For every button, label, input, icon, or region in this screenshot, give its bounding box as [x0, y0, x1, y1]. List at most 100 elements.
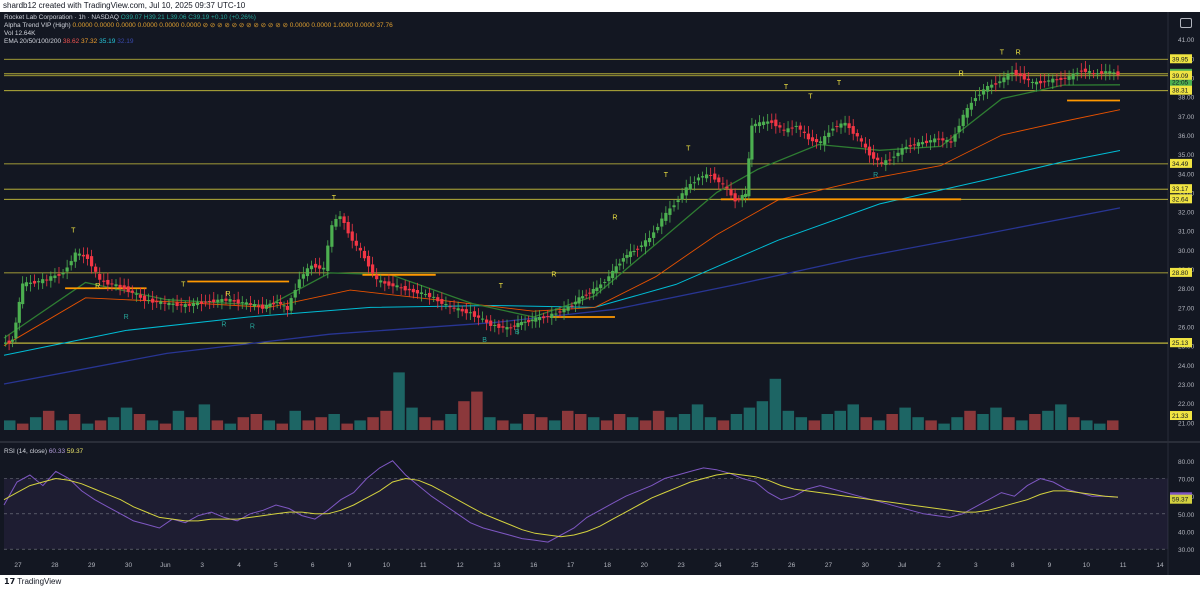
- candle-body: [338, 216, 342, 220]
- candle-body: [130, 290, 134, 293]
- volume-bar: [406, 407, 418, 430]
- legend-ema-label[interactable]: EMA 20/50/100/200: [4, 38, 62, 45]
- candle-body: [664, 212, 668, 221]
- candle-body: [28, 282, 33, 284]
- legend-symbol[interactable]: Rocket Lab Corporation · 1h · NASDAQ: [4, 14, 119, 21]
- price-badge-label: 39.95: [1172, 56, 1189, 63]
- candle-body: [261, 304, 265, 309]
- signal-label: T: [664, 172, 669, 179]
- rsi-badge-label: 59.37: [1172, 497, 1189, 504]
- candle-body: [1112, 72, 1116, 74]
- candle-body: [920, 142, 925, 145]
- price-tick-label: 26.00: [1178, 325, 1195, 332]
- candle-body: [468, 312, 472, 314]
- rsi-line: [3, 460, 1119, 543]
- volume-bar: [860, 417, 872, 430]
- legend-alpha-label[interactable]: Alpha Trend VIP (High): [4, 22, 71, 29]
- candle-body: [179, 304, 183, 306]
- candle-body: [1083, 68, 1087, 72]
- signal-label: R: [221, 322, 226, 329]
- candle-body: [725, 186, 729, 189]
- volume-bar: [795, 417, 808, 430]
- volume-bar: [211, 420, 224, 430]
- candle-body: [618, 263, 622, 266]
- candle-body: [305, 268, 310, 277]
- candle-body: [696, 177, 701, 181]
- legend-ema50: 37.32: [81, 38, 98, 45]
- candle-body: [577, 297, 581, 304]
- legend-ohlc: O39.07 H39.21 L39.06 C39.19 +0.10 (+0.26…: [120, 14, 256, 21]
- candle-body: [632, 250, 636, 253]
- legend-symbol-row: Rocket Lab Corporation · 1h · NASDAQ O39…: [4, 14, 256, 22]
- candle-body: [146, 299, 151, 301]
- candle-body: [322, 267, 326, 270]
- candle-body: [912, 144, 916, 146]
- price-badge: [1170, 77, 1192, 87]
- signal-label: T: [784, 84, 789, 91]
- candle-body: [1095, 73, 1100, 75]
- candle-body: [399, 287, 403, 289]
- volume-bar: [289, 410, 301, 430]
- price-badge: [1170, 70, 1192, 80]
- candle-body: [744, 193, 748, 197]
- signal-label: R: [225, 291, 230, 298]
- x-tick-label: Jun: [160, 562, 171, 569]
- volume-bar: [510, 423, 522, 430]
- candle-body: [362, 250, 367, 259]
- volume-bar: [497, 420, 509, 430]
- candle-body: [884, 160, 888, 165]
- volume-bar: [549, 420, 561, 430]
- candle-body: [151, 298, 155, 303]
- candle-body: [244, 302, 248, 305]
- camera-icon[interactable]: [1180, 18, 1192, 28]
- volume-bar: [562, 410, 574, 430]
- candle-body: [208, 300, 212, 302]
- candle-body: [387, 281, 391, 286]
- legend-rsi-label[interactable]: RSI (14, close): [4, 448, 47, 455]
- signal-label: B: [482, 337, 487, 344]
- price-chart[interactable]: 21.0022.0023.0024.0025.0026.0027.0028.00…: [0, 12, 1200, 575]
- candle-body: [436, 297, 440, 302]
- candle-body: [969, 102, 973, 110]
- candle-body: [212, 299, 216, 303]
- candle-body: [122, 285, 126, 290]
- candle-body: [37, 281, 41, 283]
- candle-body: [823, 136, 827, 145]
- candle-body: [220, 299, 224, 302]
- volume-bar: [990, 407, 1002, 430]
- volume-bar: [587, 417, 600, 430]
- volume-bar: [237, 417, 250, 430]
- candle-body: [753, 123, 758, 127]
- volume-bar: [626, 417, 639, 430]
- candle-body: [195, 302, 200, 306]
- volume-bar: [315, 417, 327, 430]
- candle-body: [550, 313, 554, 318]
- candle-body: [224, 298, 228, 301]
- candle-body: [941, 138, 945, 141]
- price-tick-label: 31.00: [1178, 229, 1195, 236]
- candle-body: [501, 326, 505, 328]
- candle-body: [94, 266, 98, 272]
- candle-body: [643, 240, 648, 247]
- candle-body: [534, 317, 538, 322]
- candle-body: [61, 272, 65, 275]
- legend-vol[interactable]: Vol 12.64K: [4, 30, 36, 37]
- candle-body: [155, 301, 159, 303]
- candle-body: [326, 245, 330, 271]
- volume-bar: [834, 410, 846, 430]
- volume-bar: [29, 417, 42, 430]
- volume-bar: [730, 414, 743, 430]
- candle-body: [375, 274, 379, 280]
- signal-label: R: [873, 172, 878, 179]
- candle-body: [986, 86, 990, 92]
- candle-body: [1059, 77, 1063, 80]
- price-tick-label: 21.00: [1178, 420, 1195, 427]
- volume-bar: [613, 414, 626, 430]
- candle-body: [1104, 71, 1108, 74]
- candle-body: [1055, 79, 1059, 81]
- candle-body: [782, 129, 786, 131]
- volume-bar: [224, 423, 237, 430]
- x-tick-label: 9: [1048, 562, 1052, 569]
- candle-body: [236, 299, 240, 304]
- candle-body: [794, 125, 798, 127]
